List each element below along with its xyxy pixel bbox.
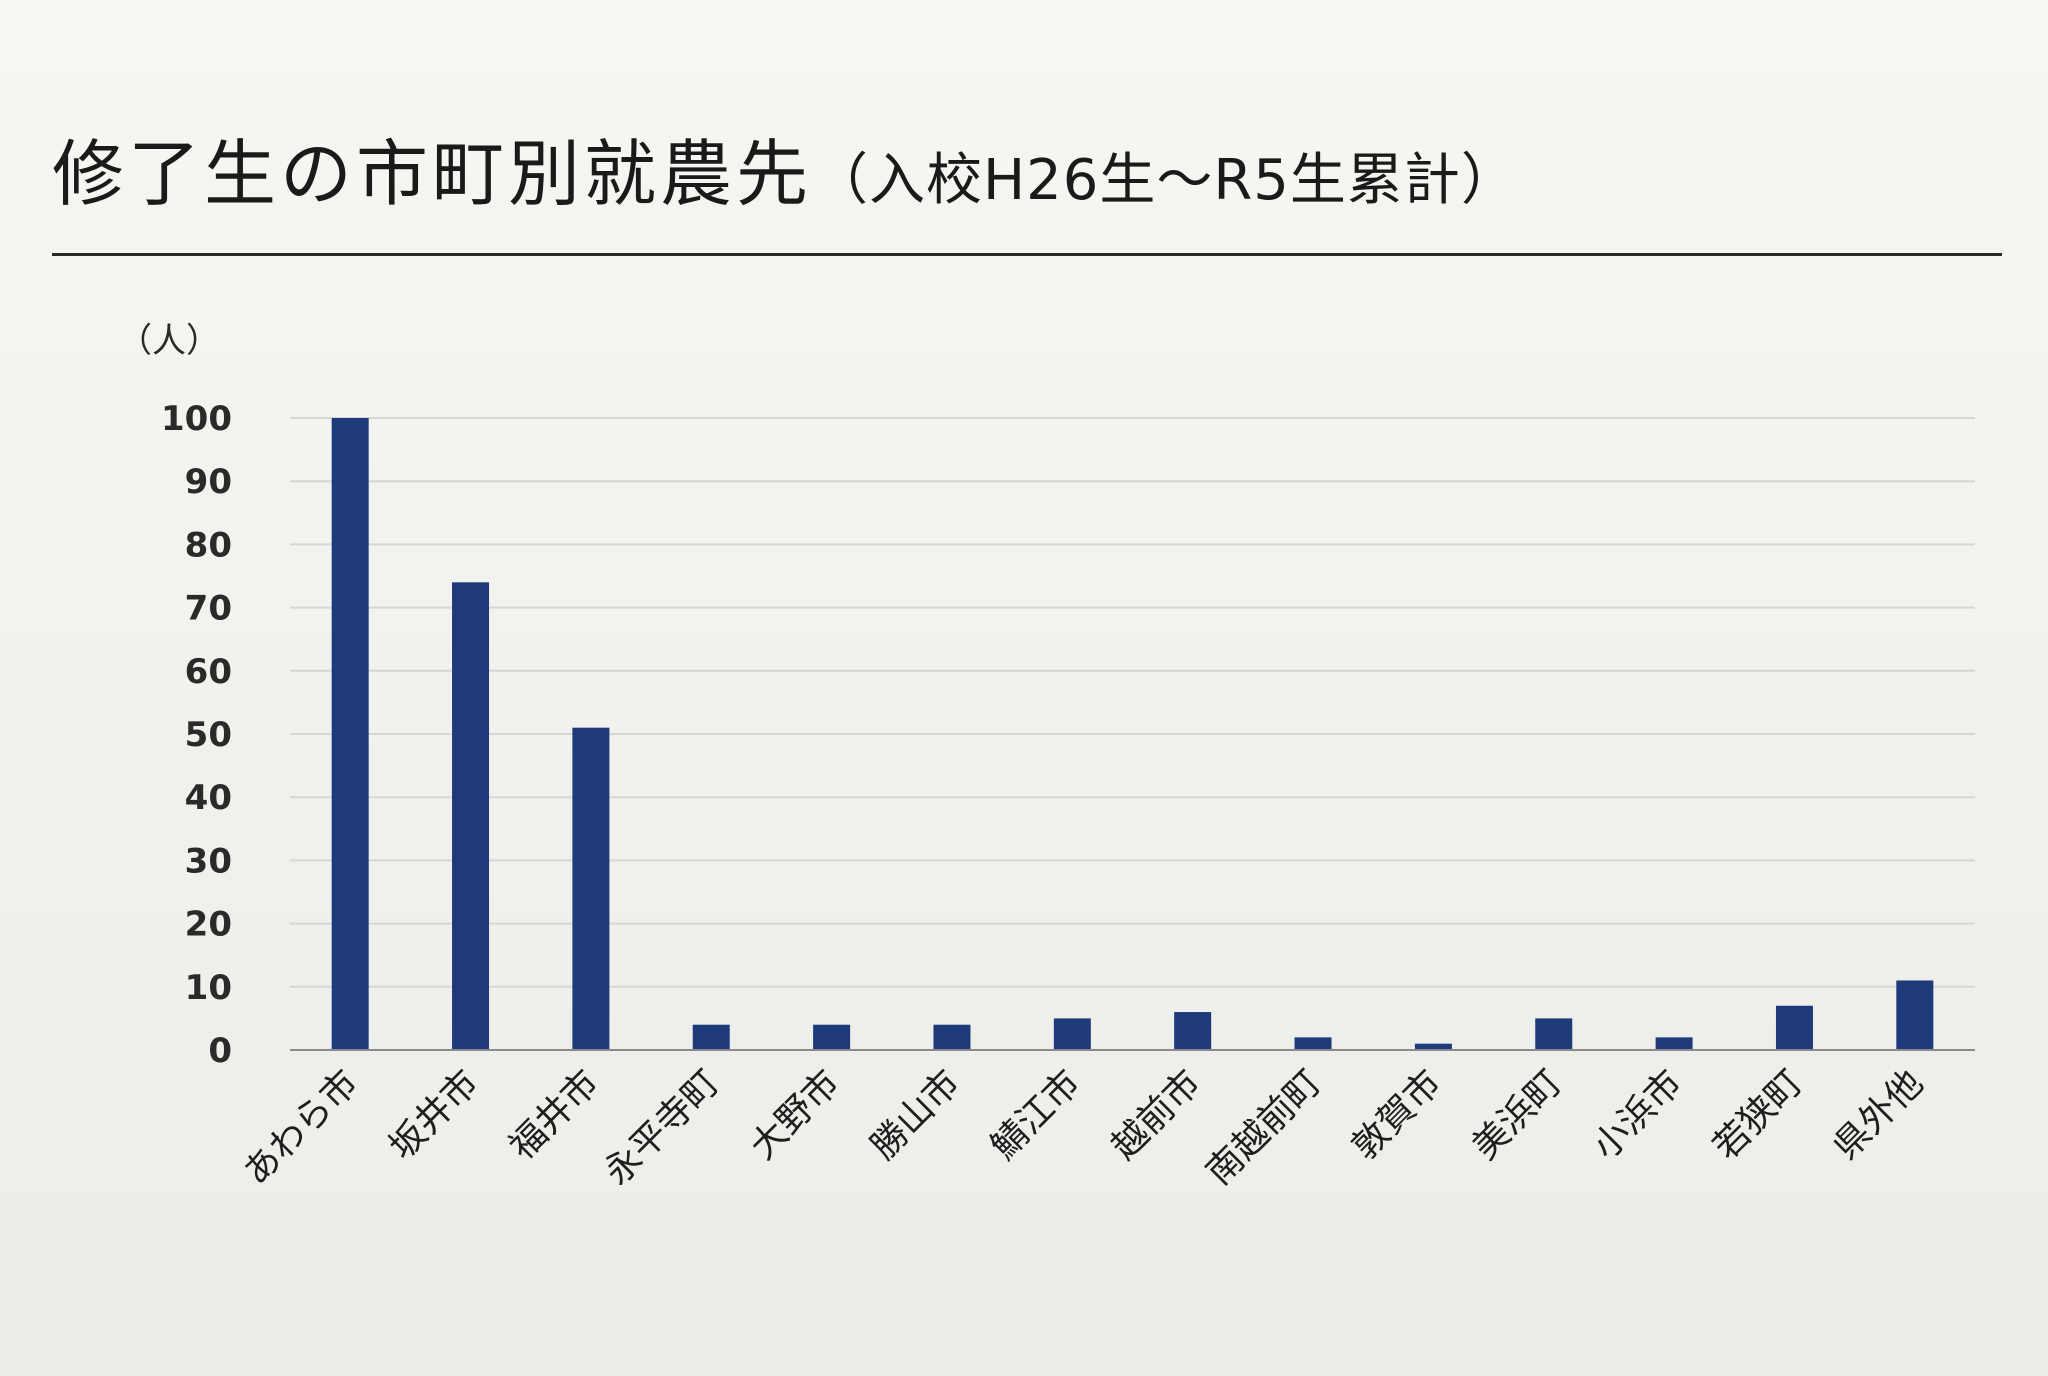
x-category-label-4: 永平寺町 [597, 1062, 728, 1193]
bar-13 [1775, 1005, 1813, 1050]
x-category-label-12: 小浜市 [1585, 1062, 1690, 1167]
y-tick-label-90: 90 [185, 462, 232, 502]
bar-10 [1414, 1043, 1452, 1050]
x-category-label-1: あわら市 [236, 1062, 367, 1193]
y-tick-label-20: 20 [185, 905, 232, 945]
x-category-label-14: 県外他 [1826, 1062, 1931, 1167]
y-tick-label-80: 80 [185, 525, 232, 565]
chart-title: 修了生の市町別就農先（入校H26生～R5生累計） [52, 138, 1518, 210]
x-axis-labels: あわら市 坂井市 福井市永平寺町 大野市 勝山市 鯖江市 越前市南越前町 敦賀市 美浜町 小浜市若… [236, 1062, 1931, 1193]
x-category-label-13: 若狭町 [1705, 1062, 1810, 1167]
chart-title-main: 修了生の市町別就農先 [52, 132, 813, 216]
bar-3 [572, 727, 610, 1050]
gridlines [290, 417, 1975, 988]
y-tick-label-30: 30 [185, 841, 232, 881]
x-category-label-8: 越前市 [1104, 1062, 1209, 1167]
bar-2 [452, 582, 490, 1050]
title-underline [52, 253, 2002, 256]
x-category-label-10: 敦賀市 [1344, 1062, 1449, 1167]
bars [331, 418, 1934, 1050]
bar-8 [1174, 1012, 1212, 1050]
bar-11 [1535, 1018, 1573, 1050]
y-axis-unit-label: （人） [118, 321, 220, 361]
bar-1 [331, 418, 369, 1050]
x-category-label-9: 南越前町 [1199, 1062, 1330, 1193]
bar-4 [692, 1024, 730, 1050]
y-tick-label-40: 40 [185, 778, 232, 818]
chart-title-sub: （入校H26生～R5生累計） [812, 148, 1518, 213]
x-category-label-5: 大野市 [743, 1062, 848, 1167]
y-tick-label-0: 0 [208, 1031, 232, 1071]
y-tick-label-70: 70 [185, 589, 232, 629]
bar-12 [1655, 1037, 1693, 1050]
x-category-label-11: 美浜町 [1465, 1062, 1570, 1167]
y-axis-ticks: 0 10 20 30 40 50 60 70 80 90 100 [161, 399, 232, 1071]
y-tick-label-60: 60 [185, 652, 232, 692]
bar-7 [1053, 1018, 1091, 1050]
x-category-label-2: 坂井市 [382, 1062, 487, 1167]
bar-6 [933, 1024, 971, 1050]
bar-9 [1294, 1037, 1332, 1050]
bar-14 [1896, 980, 1934, 1050]
x-category-label-6: 勝山市 [863, 1062, 968, 1167]
x-category-label-3: 福井市 [502, 1062, 607, 1167]
bar-5 [813, 1024, 851, 1050]
y-tick-label-100: 100 [161, 399, 232, 439]
y-tick-label-10: 10 [185, 968, 232, 1008]
x-category-label-7: 鯖江市 [983, 1062, 1088, 1167]
y-tick-label-50: 50 [185, 715, 232, 755]
